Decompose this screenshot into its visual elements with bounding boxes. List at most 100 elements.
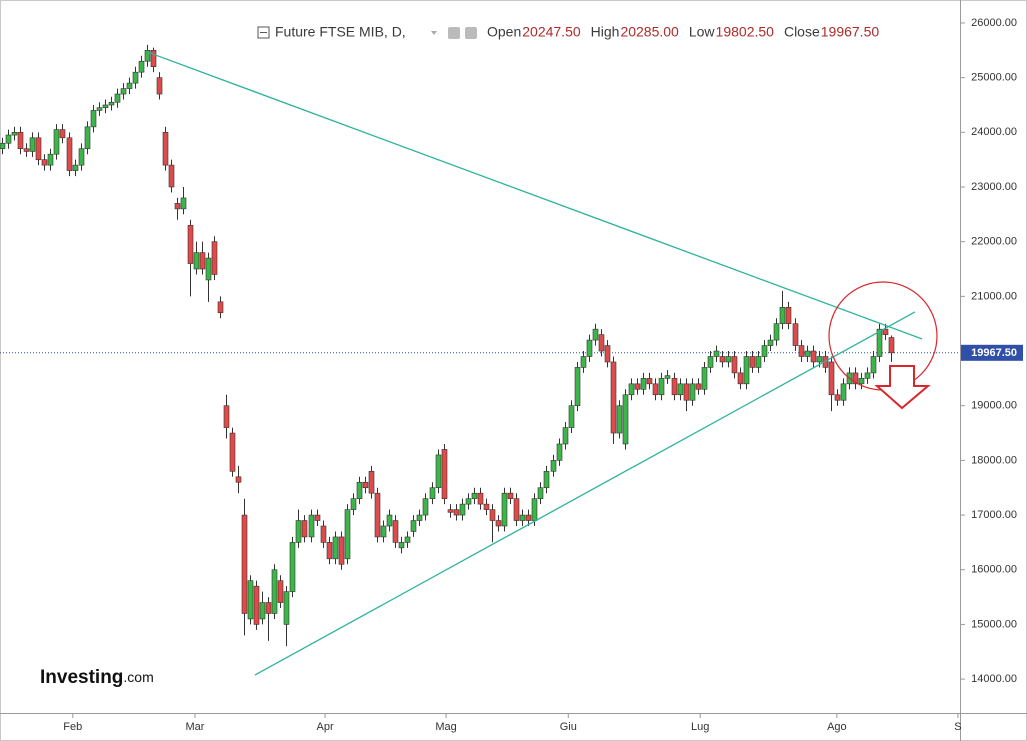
- candle-body: [168, 164, 175, 188]
- candle-body: [725, 356, 732, 363]
- trend-line: [254, 311, 916, 676]
- legend-label: High: [591, 24, 620, 40]
- y-tick-label: 14000.00: [971, 673, 1017, 685]
- candle-body: [719, 356, 726, 363]
- y-tick-label: 17000.00: [971, 509, 1017, 521]
- candle-body: [689, 383, 696, 401]
- candle-body: [489, 509, 496, 521]
- candle-body: [495, 520, 502, 527]
- candle-body: [622, 394, 629, 445]
- collapse-icon[interactable]: [257, 26, 270, 39]
- trend-line: [146, 51, 923, 340]
- candle-body: [17, 132, 24, 150]
- candle-body: [852, 372, 859, 385]
- y-tick-label: 24000.00: [971, 126, 1017, 138]
- y-tick-label: 19000.00: [971, 400, 1017, 412]
- candle-body: [35, 137, 42, 160]
- candle-body: [616, 405, 623, 434]
- candle-body: [816, 356, 823, 363]
- settings-icon[interactable]: [465, 27, 477, 39]
- candle-body: [749, 356, 756, 368]
- candle-body: [447, 509, 454, 513]
- candle-body: [0, 142, 6, 150]
- candle-body: [126, 82, 133, 89]
- candle-body: [59, 129, 66, 139]
- candle-body: [441, 449, 448, 499]
- candle-body: [308, 514, 315, 538]
- candle-body: [731, 356, 738, 374]
- candle-body: [265, 602, 272, 614]
- candle-body: [713, 350, 720, 357]
- candle-body: [386, 514, 393, 527]
- candle-body: [283, 591, 290, 625]
- candle-body: [78, 148, 85, 166]
- candle-body: [671, 378, 678, 396]
- candle-body: [543, 471, 550, 489]
- candle-body: [187, 224, 194, 264]
- candle-body: [350, 498, 357, 510]
- eye-icon[interactable]: [448, 27, 460, 39]
- brand-suffix: .com: [123, 669, 153, 685]
- candle-body: [477, 492, 484, 505]
- candle-body: [761, 345, 768, 357]
- candle-body: [102, 104, 109, 109]
- candle-body: [356, 481, 363, 499]
- y-tick-label: 25000.00: [971, 72, 1017, 84]
- candle-body: [223, 405, 230, 428]
- candle-body: [435, 454, 442, 489]
- x-tick-label: Giu: [560, 721, 577, 733]
- candle-body: [362, 481, 369, 489]
- candle-body: [277, 580, 284, 603]
- brand-name: Investing: [40, 667, 123, 688]
- candle-body: [320, 525, 327, 543]
- candle-body: [568, 405, 575, 428]
- candle-body: [767, 339, 774, 346]
- candle-body: [465, 498, 472, 505]
- candle-body: [810, 350, 817, 363]
- candle-body: [314, 514, 321, 521]
- candle-body: [368, 471, 375, 494]
- x-tick-label: Feb: [63, 721, 82, 733]
- candle-body: [247, 580, 254, 620]
- x-tick-label: Lug: [691, 721, 709, 733]
- candle-body: [344, 509, 351, 560]
- candle-body: [562, 427, 569, 445]
- candle-body: [858, 378, 865, 385]
- legend-value: 19967.50: [821, 24, 880, 40]
- candle-body: [804, 350, 811, 357]
- candle-body: [174, 203, 181, 210]
- candle-body: [205, 257, 212, 281]
- candle-body: [658, 378, 665, 396]
- legend-value: 19802.50: [716, 24, 775, 40]
- dropdown-caret[interactable]: [431, 31, 437, 35]
- legend-label: Open: [487, 24, 521, 40]
- candle-body: [592, 328, 599, 341]
- legend-value: 20285.00: [620, 24, 679, 40]
- candle-body: [416, 514, 423, 521]
- candle-body: [289, 542, 296, 592]
- ohlc-legend: Open 20247.50 High 20285.00 Low 19802.50 Close…: [487, 24, 879, 40]
- price-label: 19967.50: [971, 347, 1017, 359]
- candle-body: [598, 334, 605, 352]
- candle-body: [66, 137, 73, 171]
- candle-body: [108, 101, 115, 106]
- y-tick-label: 18000.00: [971, 454, 1017, 466]
- candle-body: [211, 241, 218, 275]
- candle-body: [677, 383, 684, 396]
- plot-area: [0, 44, 960, 676]
- candle-body: [513, 498, 520, 521]
- candle-body: [53, 129, 60, 155]
- y-tick-label: 15000.00: [971, 618, 1017, 630]
- candle-body: [652, 383, 659, 396]
- candle-body: [138, 60, 145, 73]
- candle-body: [180, 197, 187, 210]
- candle-body: [550, 460, 557, 472]
- candle-body: [120, 88, 127, 95]
- candle-body: [410, 520, 417, 532]
- candle-body: [301, 520, 308, 538]
- candle-body: [114, 93, 121, 103]
- x-tick-label: Mar: [186, 721, 205, 733]
- candle-body: [664, 375, 671, 379]
- candle-body: [162, 132, 169, 166]
- candle-body: [525, 514, 532, 521]
